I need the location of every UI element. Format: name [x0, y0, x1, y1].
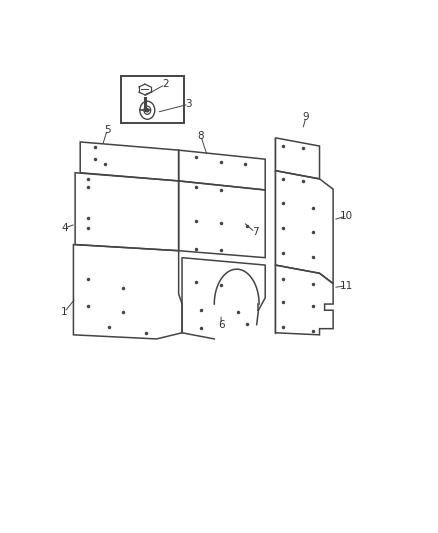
- Text: 11: 11: [340, 280, 353, 290]
- Text: 3: 3: [186, 99, 192, 109]
- Text: 2: 2: [162, 79, 168, 90]
- Text: 5: 5: [104, 125, 111, 135]
- Text: 4: 4: [61, 223, 67, 233]
- Text: 8: 8: [198, 131, 204, 141]
- Text: 6: 6: [218, 320, 224, 329]
- Text: 9: 9: [303, 112, 309, 122]
- Text: 10: 10: [340, 211, 353, 221]
- Circle shape: [146, 109, 148, 112]
- Text: 7: 7: [252, 227, 258, 237]
- Text: 1: 1: [61, 307, 67, 317]
- Bar: [121, 76, 184, 124]
